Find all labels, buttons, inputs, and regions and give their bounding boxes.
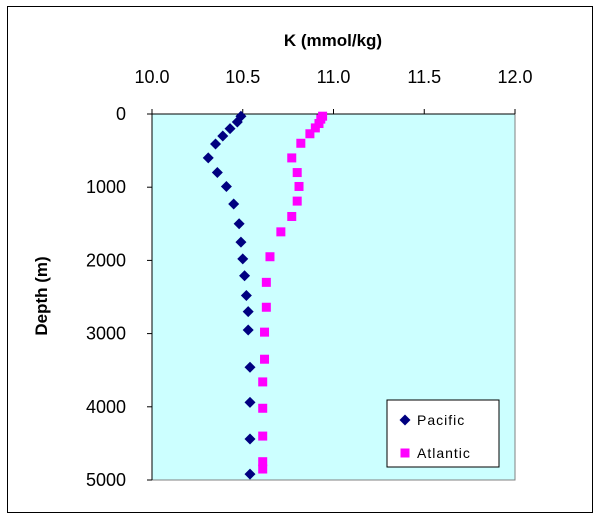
atlantic-point bbox=[265, 252, 275, 262]
pacific-point bbox=[210, 138, 222, 150]
pacific-point bbox=[244, 396, 256, 408]
atlantic-point bbox=[287, 153, 297, 163]
atlantic-point bbox=[294, 181, 304, 191]
pacific-point bbox=[244, 361, 256, 373]
pacific-point bbox=[239, 270, 251, 282]
atlantic-point bbox=[260, 354, 270, 364]
atlantic-point bbox=[292, 196, 302, 206]
x-tick-label: 10.0 bbox=[134, 67, 169, 87]
atlantic-point bbox=[258, 377, 268, 387]
atlantic-point bbox=[310, 123, 320, 133]
atlantic-point bbox=[258, 457, 268, 467]
pacific-point bbox=[235, 236, 247, 248]
y-tick-label: 1000 bbox=[86, 177, 126, 197]
x-tick-label: 11.5 bbox=[407, 67, 441, 87]
x-tick-label: 10.5 bbox=[225, 67, 260, 87]
pacific-point bbox=[242, 324, 254, 336]
x-tick-label: 11.0 bbox=[317, 67, 351, 87]
pacific-point bbox=[220, 180, 232, 192]
pacific-point bbox=[217, 130, 229, 142]
atlantic-point bbox=[296, 138, 306, 148]
pacific-point bbox=[237, 253, 249, 265]
legend-label-atlantic: Atlantic bbox=[417, 445, 471, 461]
legend-marker-atlantic bbox=[400, 448, 410, 458]
atlantic-point bbox=[305, 129, 315, 139]
pacific-point bbox=[242, 306, 254, 318]
atlantic-point bbox=[258, 431, 268, 441]
series-atlantic bbox=[258, 111, 328, 474]
atlantic-point bbox=[258, 403, 268, 413]
y-tick-label: 0 bbox=[116, 104, 126, 124]
atlantic-point bbox=[292, 168, 302, 178]
legend: Pacific Atlantic bbox=[386, 399, 500, 468]
series-pacific bbox=[202, 110, 256, 480]
pacific-point bbox=[244, 468, 256, 480]
y-tick-label: 5000 bbox=[86, 470, 126, 490]
atlantic-point bbox=[261, 277, 271, 287]
y-tick-label: 3000 bbox=[86, 324, 126, 344]
pacific-point bbox=[240, 290, 252, 302]
pacific-point bbox=[224, 123, 236, 135]
chart-title: K (mmol/kg) bbox=[284, 31, 382, 50]
y-axis-label: Depth (m) bbox=[32, 256, 51, 335]
pacific-point bbox=[228, 198, 240, 210]
pacific-point bbox=[244, 433, 256, 445]
atlantic-point bbox=[276, 227, 286, 237]
atlantic-point bbox=[260, 327, 270, 337]
atlantic-point bbox=[287, 211, 297, 221]
x-tick-label: 12.0 bbox=[497, 67, 532, 87]
pacific-point bbox=[233, 218, 245, 230]
y-tick-label: 2000 bbox=[86, 250, 126, 270]
pacific-point bbox=[231, 116, 243, 128]
legend-marker-pacific bbox=[399, 414, 411, 426]
y-tick-label: 4000 bbox=[86, 397, 126, 417]
pacific-point bbox=[202, 152, 214, 164]
pacific-point bbox=[211, 167, 223, 179]
legend-label-pacific: Pacific bbox=[417, 412, 465, 428]
atlantic-point bbox=[261, 302, 271, 312]
atlantic-point bbox=[258, 464, 268, 474]
